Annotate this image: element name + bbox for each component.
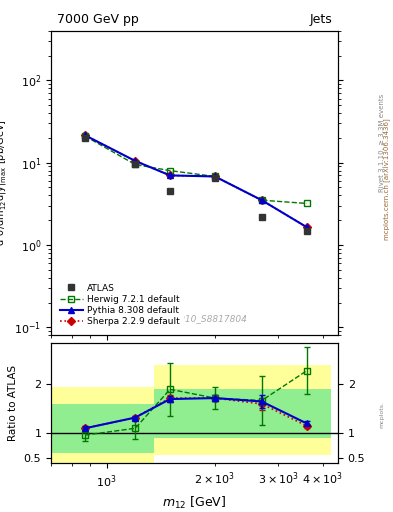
Text: ATLAS_2010_S8817804: ATLAS_2010_S8817804 xyxy=(141,314,248,323)
Line: ATLAS: ATLAS xyxy=(82,134,310,234)
Text: 7000 GeV pp: 7000 GeV pp xyxy=(57,13,139,26)
Text: mcplots.cern.ch [arXiv:1306.3436]: mcplots.cern.ch [arXiv:1306.3436] xyxy=(384,118,391,240)
Text: Jets: Jets xyxy=(310,13,332,26)
Y-axis label: $\mathsf{d^2\sigma/dm_{12}d|y|_{max}}$ [pb/GeV]: $\mathsf{d^2\sigma/dm_{12}d|y|_{max}}$ [… xyxy=(0,120,9,246)
X-axis label: $m_{12}$ [GeV]: $m_{12}$ [GeV] xyxy=(162,495,227,511)
Text: mcplots.: mcplots. xyxy=(380,401,384,428)
ATLAS xyxy=(168,188,173,194)
Legend: ATLAS, Herwig 7.2.1 default, Pythia 8.308 default, Sherpa 2.2.9 default: ATLAS, Herwig 7.2.1 default, Pythia 8.30… xyxy=(55,279,184,331)
ATLAS xyxy=(304,227,309,233)
ATLAS xyxy=(133,161,138,167)
Y-axis label: Ratio to ATLAS: Ratio to ATLAS xyxy=(8,365,18,441)
ATLAS xyxy=(83,135,87,141)
ATLAS xyxy=(259,214,264,220)
ATLAS xyxy=(213,175,217,181)
Text: Rivet 3.1.10, ≥ 3.3M events: Rivet 3.1.10, ≥ 3.3M events xyxy=(379,94,385,193)
